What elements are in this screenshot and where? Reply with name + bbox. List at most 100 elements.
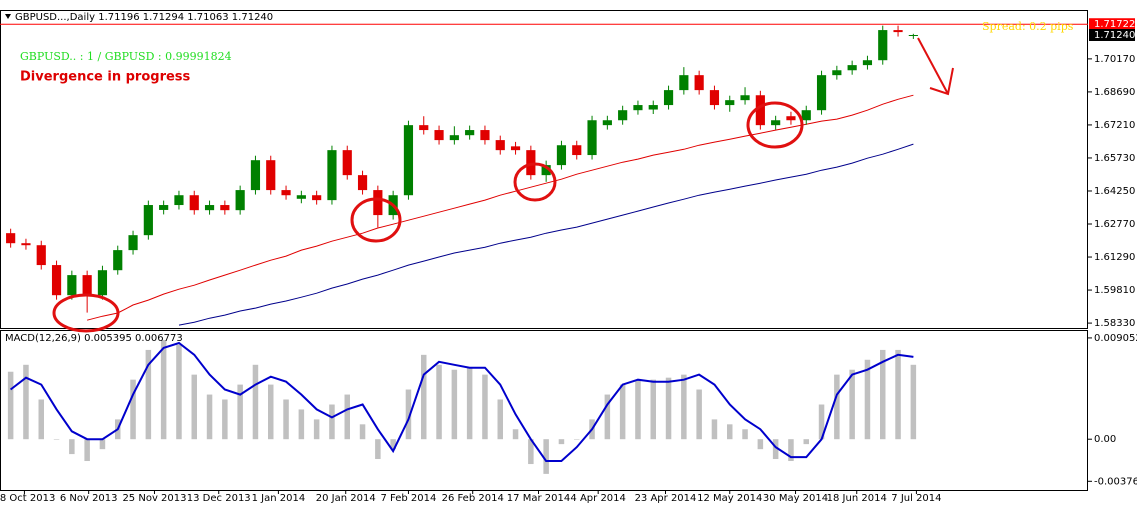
y-tick-label: 0.00	[1094, 434, 1116, 445]
candle-body	[128, 235, 138, 251]
candle-body	[633, 105, 643, 111]
histogram-bar	[635, 379, 641, 440]
candle-body	[67, 275, 77, 296]
y-tick-label: 1.61290	[1094, 252, 1135, 263]
histogram-bar	[573, 439, 580, 440]
histogram-bar	[864, 359, 871, 440]
candle-body	[220, 205, 230, 211]
x-tick-label: 4 Apr 2014	[570, 493, 625, 504]
price-label-box	[1089, 28, 1135, 41]
y-tick-label: 1.68690	[1094, 87, 1135, 98]
x-tick-label: 20 Jan 2014	[316, 493, 376, 504]
histogram-bar	[772, 439, 779, 460]
histogram-bar	[818, 404, 825, 440]
candle-body	[189, 195, 199, 211]
histogram-bar	[329, 404, 335, 440]
candle-body	[648, 105, 658, 110]
histogram-bar	[895, 349, 901, 440]
candle-body	[250, 160, 261, 191]
candle-body	[572, 145, 582, 156]
candle-body	[113, 250, 123, 271]
y-tick-label: 1.62770	[1094, 219, 1135, 230]
histogram-bar	[283, 399, 289, 440]
candle-body	[740, 95, 750, 101]
y-tick-label: 1.64250	[1094, 186, 1135, 197]
candle-body	[357, 175, 368, 191]
y-tick-label: 0.009052	[1094, 333, 1137, 344]
histogram-bar	[711, 419, 718, 440]
candle-body	[51, 265, 62, 296]
x-tick-label: 18 Oct 2013	[0, 493, 55, 504]
histogram-bar	[650, 379, 657, 440]
chart-header: GBPUSD...,Daily 1.71196 1.71294 1.71063 …	[15, 12, 273, 23]
candle-body	[587, 120, 597, 156]
menu-arrow[interactable]	[5, 14, 11, 19]
histogram-bar	[23, 364, 29, 440]
histogram-bar	[849, 369, 855, 440]
candle-body	[204, 205, 215, 211]
histogram-bar	[420, 354, 427, 440]
candle-body	[908, 34, 918, 36]
histogram-bar	[543, 439, 549, 474]
candle-body	[556, 145, 567, 166]
histogram-bar	[451, 369, 458, 440]
histogram-bar	[298, 409, 305, 440]
candle-body	[403, 125, 414, 196]
histogram-bar	[7, 371, 14, 440]
x-tick-label: 1 Jan 2014	[252, 493, 306, 504]
histogram-bar	[757, 439, 764, 450]
histogram-bar	[482, 374, 488, 440]
candle-body	[296, 195, 306, 199]
y-tick-label: 1.59810	[1094, 285, 1135, 296]
histogram-bar	[191, 374, 198, 440]
ratio-label: GBPUSD.. : 1 / GBPUSD : 0.99991824	[20, 50, 232, 63]
histogram-bar	[528, 439, 534, 465]
histogram-bar	[130, 379, 136, 440]
macd-layer: 0.009052 0.00 -0.003762	[7, 333, 1137, 494]
y-tick-label: -0.003762	[1094, 476, 1137, 487]
x-tick-label: 25 Nov 2013	[122, 493, 186, 504]
candle-body	[6, 233, 16, 244]
x-tick-label: 12 May 2014	[697, 493, 762, 504]
x-tick-label: 7 Jul 2014	[891, 493, 941, 504]
histogram-bar	[681, 374, 687, 440]
candle-body	[541, 165, 551, 176]
candle-body	[266, 160, 276, 191]
price-label: 1.71240	[1094, 30, 1135, 41]
histogram-bar	[512, 429, 519, 440]
candle-body	[82, 275, 92, 296]
price-layer: 1.70170 1.68690 1.67210 1.65730 1.64250 1.627…	[0, 18, 1135, 329]
histogram-bar	[38, 399, 45, 440]
candle-body	[878, 30, 888, 61]
macd-title: MACD(12,26,9) 0.005395 0.006773	[5, 333, 183, 344]
circle	[746, 101, 804, 149]
histogram-bar	[497, 399, 504, 440]
histogram-bar	[436, 364, 442, 440]
x-tick-label: 30 May 2014	[763, 493, 828, 504]
candle-body	[434, 130, 444, 141]
candle-body	[526, 150, 536, 176]
moving-average	[86, 94, 914, 321]
histogram-bar	[390, 439, 396, 450]
candle-body	[419, 125, 429, 131]
histogram-bar	[788, 439, 794, 462]
candle-body	[327, 150, 337, 201]
histogram-bar	[619, 384, 626, 440]
x-tick-label: 13 Dec 2013	[187, 493, 251, 504]
histogram-bar	[405, 389, 412, 440]
circle	[513, 162, 557, 202]
histogram-bar	[466, 367, 473, 440]
candle-body	[771, 120, 781, 126]
candle-body	[21, 243, 31, 246]
histogram-bar	[834, 374, 840, 440]
x-tick-label: 6 Nov 2013	[60, 493, 118, 504]
candle-body	[679, 75, 689, 91]
candle-body	[893, 30, 903, 33]
x-tick-label: 7 Feb 2014	[381, 493, 437, 504]
histogram-bar	[359, 424, 366, 440]
histogram-bar	[69, 439, 75, 455]
signal-line	[9, 341, 914, 462]
arrow-shaft	[917, 37, 949, 95]
histogram-bar	[726, 424, 733, 440]
candle-body	[235, 190, 245, 211]
